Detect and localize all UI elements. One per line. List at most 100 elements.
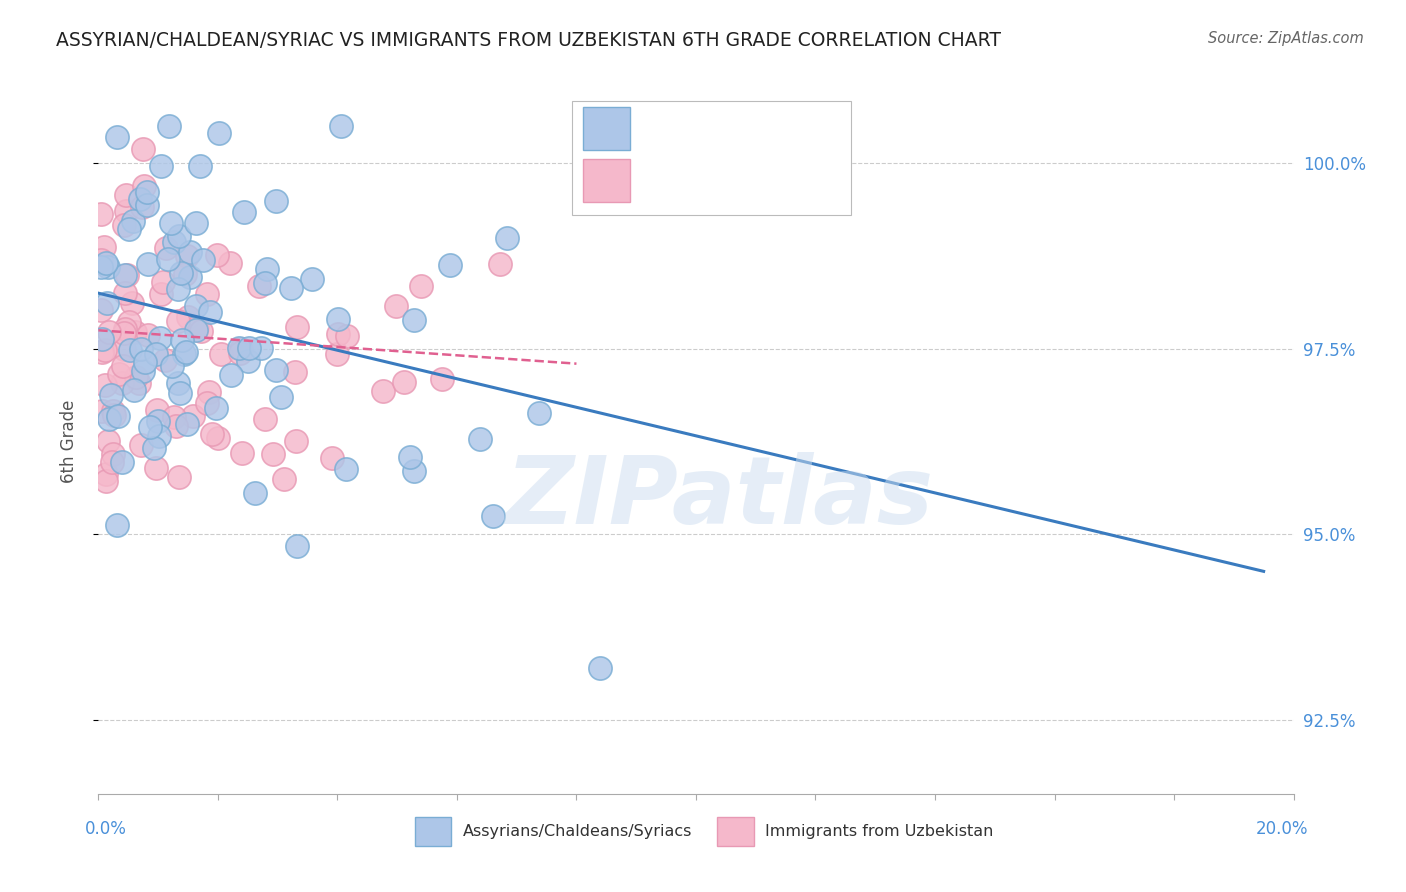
Point [90, 403, 112, 417]
Point [121, 295, 143, 310]
Point [174, 267, 197, 281]
Point [191, 252, 214, 267]
Point [90, 252, 112, 267]
Point [262, 447, 284, 461]
Point [111, 359, 134, 373]
Point [118, 343, 141, 357]
Point [90, 303, 112, 318]
Text: Assyrians/Chaldeans/Syriacs: Assyrians/Chaldeans/Syriacs [463, 824, 692, 838]
Text: R = -0.278    N = 81: R = -0.278 N = 81 [644, 120, 820, 137]
Point [167, 228, 190, 243]
Point [125, 370, 148, 384]
Point [115, 268, 138, 282]
Point [176, 249, 198, 263]
Point [129, 343, 152, 357]
Point [186, 319, 208, 334]
Point [101, 404, 124, 418]
Point [198, 305, 221, 319]
Point [301, 272, 323, 286]
Point [94, 255, 117, 269]
Point [385, 299, 408, 313]
Point [111, 376, 134, 391]
Point [404, 313, 426, 327]
Point [148, 428, 170, 442]
Point [231, 446, 253, 460]
Point [284, 365, 307, 379]
Point [392, 375, 415, 389]
Point [107, 409, 129, 423]
Point [139, 419, 162, 434]
Point [256, 261, 278, 276]
Point [98, 325, 121, 339]
Point [94, 474, 117, 488]
Point [179, 245, 201, 260]
Point [122, 384, 145, 398]
Point [136, 257, 159, 271]
Point [589, 660, 612, 674]
Point [218, 256, 240, 270]
Point [157, 120, 180, 134]
Point [150, 159, 173, 173]
Point [201, 427, 224, 442]
Point [468, 432, 491, 446]
Point [103, 409, 125, 423]
Point [97, 434, 120, 448]
Point [146, 403, 169, 417]
Point [173, 347, 195, 361]
Point [96, 296, 118, 310]
Text: 20.0%: 20.0% [1256, 820, 1309, 838]
Point [409, 279, 432, 293]
Point [270, 390, 292, 404]
Point [219, 368, 242, 383]
Point [132, 142, 155, 156]
Text: 0.0%: 0.0% [84, 820, 127, 838]
Point [149, 330, 172, 344]
Point [231, 343, 253, 357]
Point [432, 371, 454, 385]
Point [136, 198, 159, 212]
Point [101, 455, 124, 469]
Point [228, 341, 250, 355]
Point [250, 341, 273, 355]
Point [90, 332, 112, 346]
Point [176, 417, 198, 431]
Point [132, 364, 155, 378]
Point [149, 287, 172, 301]
Point [205, 401, 228, 415]
Text: Source: ZipAtlas.com: Source: ZipAtlas.com [1208, 31, 1364, 46]
Point [100, 388, 122, 402]
Point [129, 438, 152, 452]
Point [326, 347, 349, 361]
Point [336, 329, 359, 343]
Point [208, 126, 231, 140]
Point [112, 326, 135, 340]
Point [253, 411, 276, 425]
Point [197, 396, 219, 410]
Point [111, 454, 134, 468]
Point [172, 334, 194, 348]
Point [170, 265, 193, 279]
Point [232, 205, 254, 219]
Point [287, 539, 309, 553]
Point [166, 282, 188, 296]
Point [132, 179, 155, 194]
Point [121, 214, 143, 228]
Point [94, 467, 117, 481]
Point [115, 187, 138, 202]
Point [134, 354, 156, 368]
Point [402, 464, 425, 478]
Point [285, 320, 308, 334]
Point [117, 222, 139, 236]
Point [97, 260, 120, 275]
Point [285, 434, 308, 448]
Point [90, 260, 112, 274]
Point [488, 257, 510, 271]
Point [266, 362, 288, 376]
Point [167, 470, 190, 484]
Y-axis label: 6th Grade: 6th Grade [59, 400, 77, 483]
Point [114, 268, 136, 282]
Point [209, 347, 232, 361]
Text: R = -0.041    N = 81: R = -0.041 N = 81 [644, 171, 820, 189]
Point [254, 276, 277, 290]
Point [195, 287, 218, 301]
